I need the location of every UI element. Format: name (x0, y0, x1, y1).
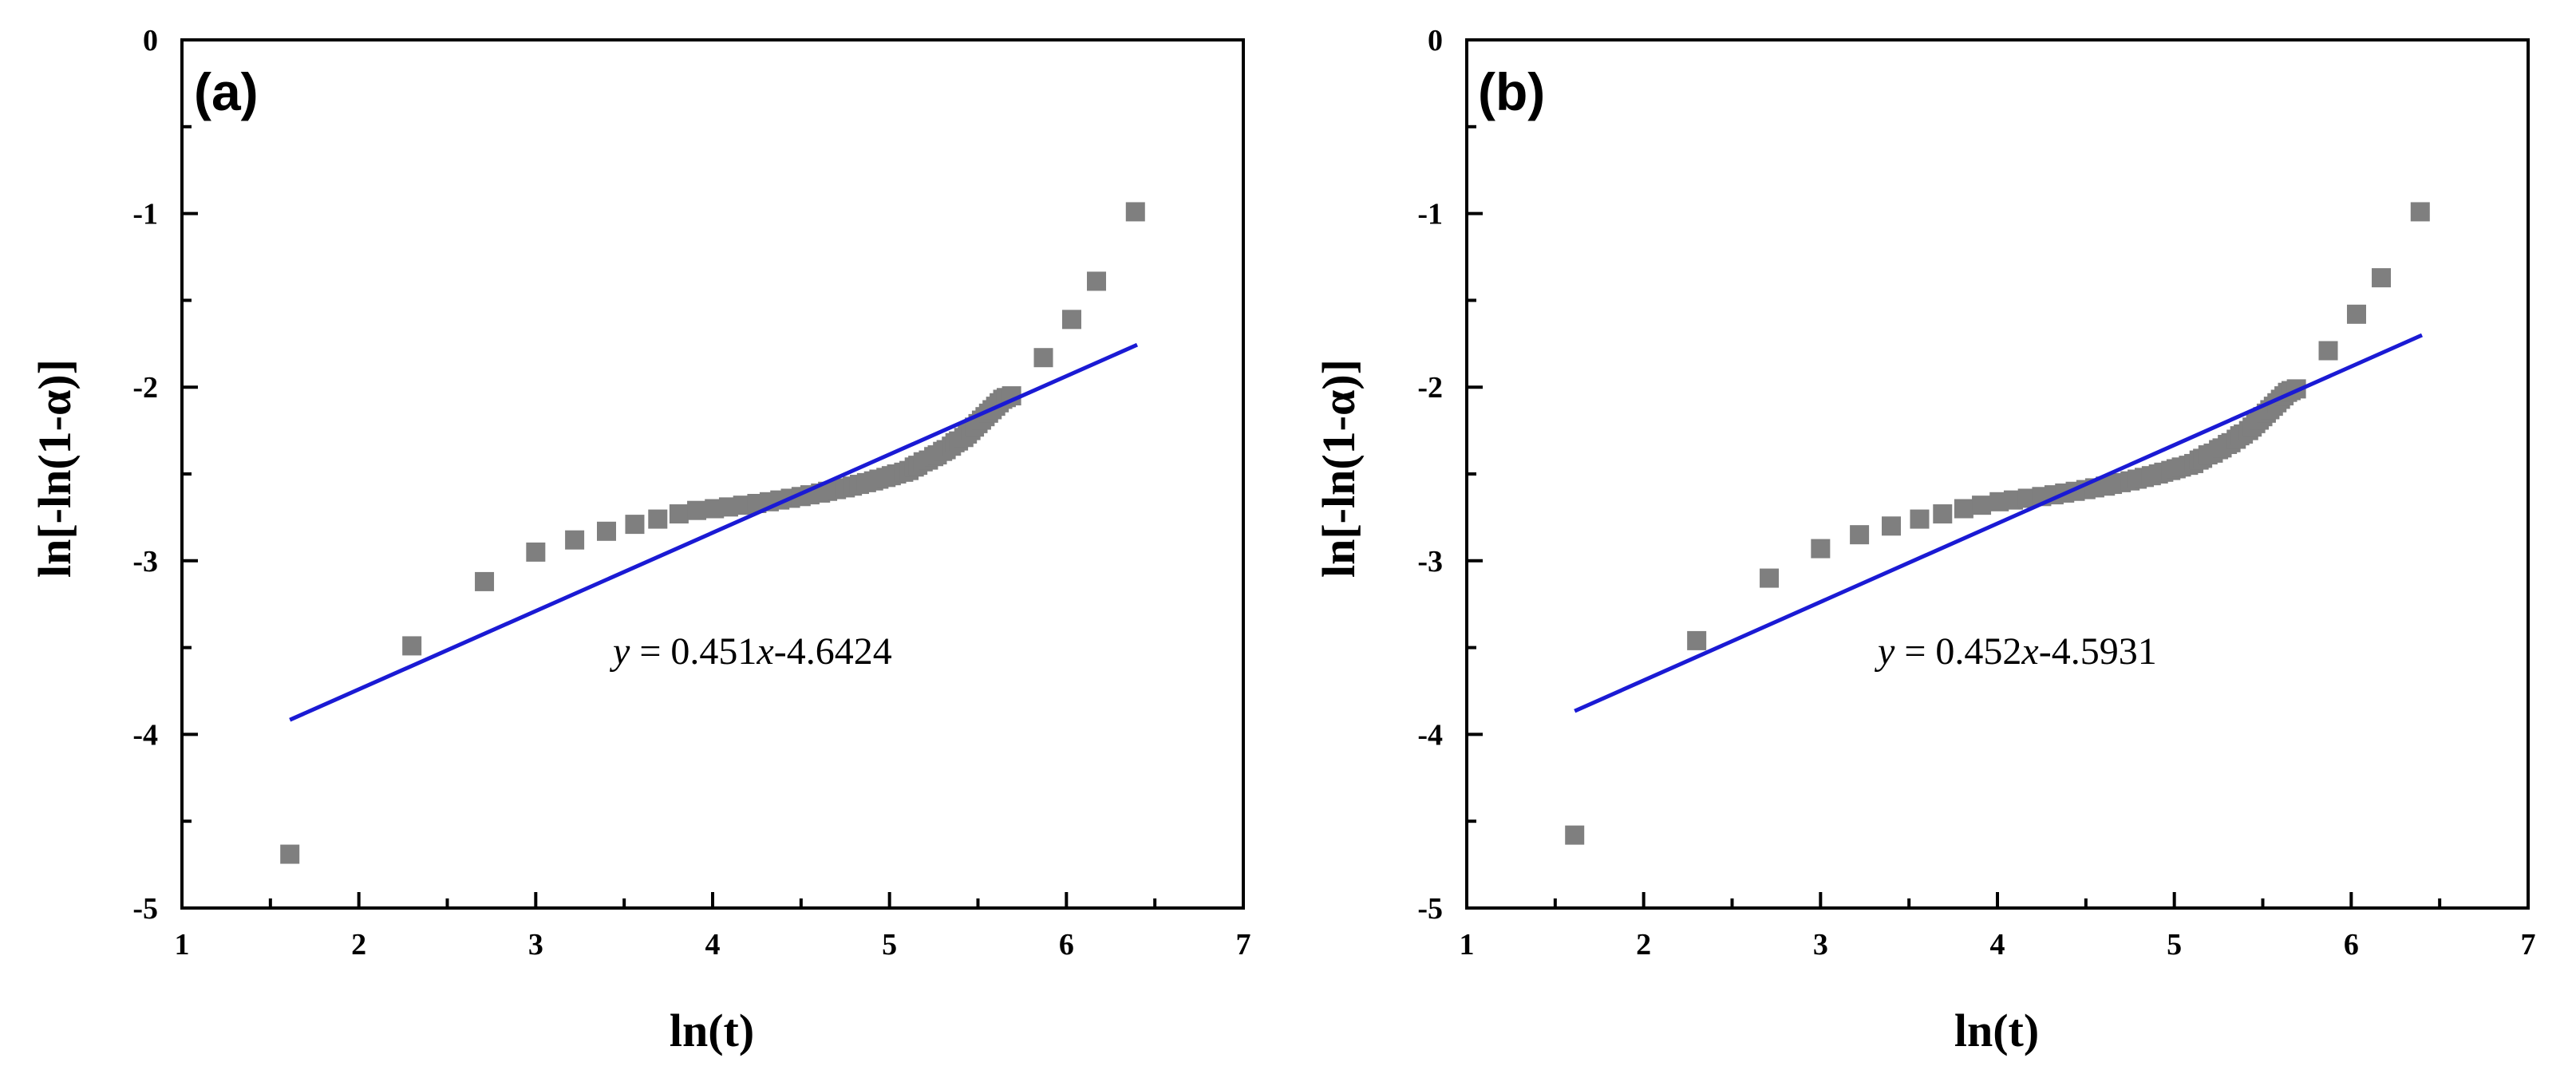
data-point (1125, 202, 1145, 222)
data-point (1087, 271, 1107, 291)
data-point (1687, 630, 1707, 650)
data-point (1954, 499, 1973, 519)
y-axis-title: ln[-ln(1-α)] (29, 359, 81, 578)
fit-equation-y: y (1874, 630, 1895, 673)
x-tick-label: 5 (882, 928, 897, 961)
data-point (1760, 568, 1780, 588)
x-tick-label: 3 (528, 928, 543, 961)
fit-line (1574, 333, 2424, 713)
fit-equation-intercept: -4.5931 (2039, 630, 2157, 673)
panel-label: (a) (194, 62, 259, 121)
data-point (1061, 310, 1081, 330)
data-point (2372, 268, 2392, 288)
data-point (402, 636, 422, 656)
x-tick-label: 6 (1059, 928, 1074, 961)
fit-line (289, 342, 1139, 722)
plot-frame (1465, 38, 2530, 910)
x-axis-title: ln(t) (1954, 1005, 2039, 1056)
fit-equation-y: y (609, 630, 630, 673)
x-tick-label: 3 (1813, 928, 1828, 961)
x-tick-label: 7 (1236, 928, 1251, 961)
data-point (1811, 539, 1831, 559)
data-point (1850, 525, 1870, 545)
data-point (2346, 304, 2366, 324)
x-tick-label: 5 (2167, 928, 2182, 961)
y-tick-label: -1 (1417, 198, 1443, 231)
y-tick-label: 0 (1428, 24, 1443, 57)
chart-panel-a: ln[-ln(1-α)] ln(t) (a) y = 0.451x-4.6424… (29, 24, 1251, 1056)
panel-label: (b) (1478, 62, 1545, 121)
data-point (1910, 509, 1930, 529)
data-point (648, 509, 668, 529)
fit-equation: y = 0.452x-4.5931 (1874, 630, 2157, 673)
data-point (1933, 504, 1953, 524)
data-point (2318, 341, 2338, 361)
data-point (625, 515, 645, 535)
y-tick-label: -1 (132, 198, 158, 231)
x-tick-label: 6 (2344, 928, 2359, 961)
y-tick-label: -2 (132, 371, 158, 405)
fit-equation-x: x (756, 630, 773, 673)
data-point (1972, 496, 1992, 515)
fit-equation-x: x (2021, 630, 2038, 673)
x-tick-label: 2 (1636, 928, 1651, 961)
chart-panel-b: ln[-ln(1-α)] ln(t) (b) y = 0.452x-4.5931… (1313, 24, 2536, 1056)
y-tick-label: -4 (1417, 718, 1443, 752)
x-tick-label: 1 (1460, 928, 1475, 961)
fit-equation-intercept: -4.6424 (774, 630, 892, 673)
data-point (565, 530, 585, 550)
data-point (475, 571, 495, 591)
data-point (2410, 202, 2430, 222)
x-tick-label: 4 (705, 928, 721, 961)
y-tick-label: -3 (1417, 545, 1443, 578)
y-tick-label: -5 (132, 892, 158, 926)
y-tick-label: -4 (132, 718, 158, 752)
data-point (1033, 348, 1053, 368)
data-point (597, 521, 616, 541)
y-tick-label: 0 (143, 24, 158, 57)
fit-equation-slope: = 0.451 (630, 630, 757, 673)
data-point (280, 844, 300, 864)
x-tick-label: 7 (2521, 928, 2536, 961)
y-axis-title: ln[-ln(1-α)] (1313, 359, 1365, 578)
fit-equation-slope: = 0.452 (1894, 630, 2021, 673)
x-tick-label: 1 (175, 928, 190, 961)
x-tick-label: 2 (351, 928, 366, 961)
data-point (1565, 825, 1585, 845)
y-tick-label: -3 (132, 545, 158, 578)
data-point (687, 500, 707, 520)
plot-frame (180, 38, 1245, 910)
data-point (526, 542, 546, 562)
x-tick-label: 4 (1990, 928, 2005, 961)
x-axis-title: ln(t) (670, 1005, 754, 1056)
y-tick-label: -2 (1417, 371, 1443, 405)
data-point (669, 504, 689, 524)
fit-equation: y = 0.451x-4.6424 (609, 630, 892, 673)
data-point (1882, 516, 1901, 536)
y-tick-label: -5 (1417, 892, 1443, 926)
